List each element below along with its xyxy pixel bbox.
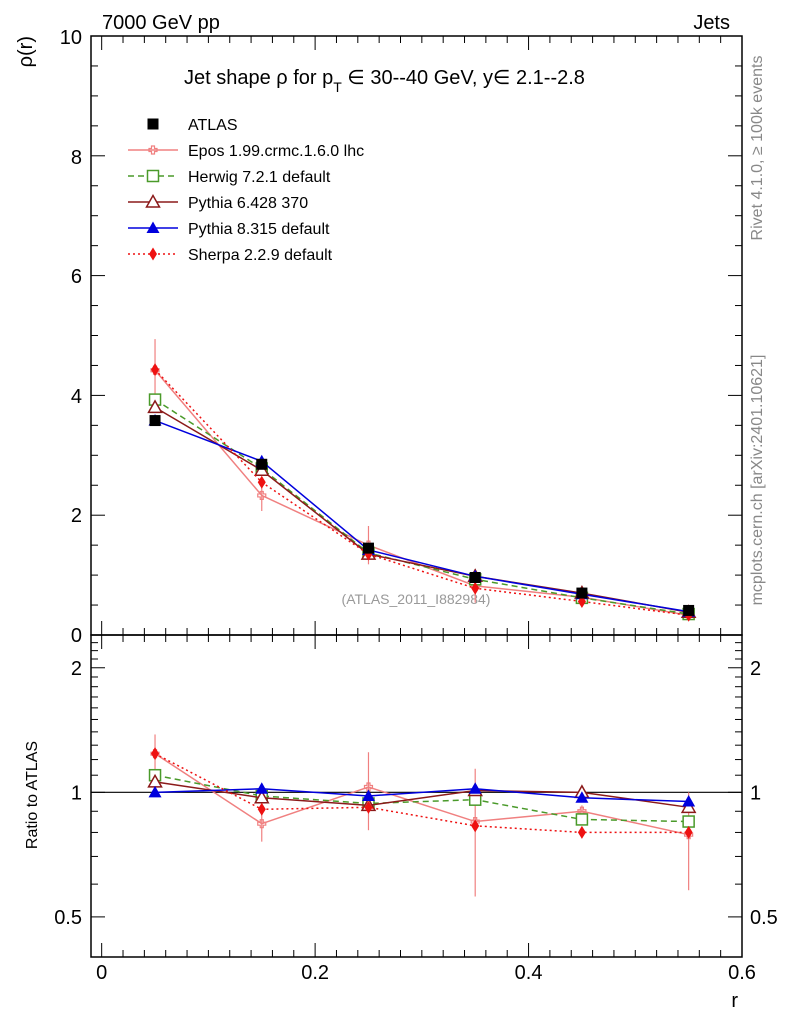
legend-marker-sherpa (149, 247, 157, 261)
epos-ratio-point (257, 819, 267, 829)
pythia6-series (147, 399, 697, 618)
chart-title: Jet shape ρ for pT ∈ 30--40 GeV, y∈ 2.1-… (184, 67, 585, 95)
legend-label-pythia6: Pythia 6.428 370 (188, 195, 308, 212)
pythia8-ratio-point (148, 785, 162, 798)
herwig-line (154, 398, 689, 615)
ratio-tick-label-1-right: 1 (750, 782, 761, 804)
sherpa-ratio-line (154, 753, 689, 834)
x-tick-label-0.4: 0.4 (515, 962, 543, 984)
y-tick-label-6: 6 (71, 266, 82, 288)
x-tick-label-0.6: 0.6 (728, 962, 756, 984)
epos-ratio-point (363, 782, 374, 792)
legend-label-atlas: ATLAS (188, 117, 238, 134)
legend: ATLAS Epos 1.99.crmc.1.6.0 lhc Herwig 7.… (128, 117, 364, 264)
pythia8-ratio-point (575, 791, 589, 803)
y-tick-label-8: 8 (71, 147, 82, 169)
sherpa-point (151, 363, 160, 377)
y-tick-label-0: 0 (71, 625, 82, 647)
y-tick-label-10: 10 (60, 27, 82, 49)
sherpa-ratio-point (471, 819, 480, 833)
rivet-version-label: Rivet 4.1.0, ≥ 100k events (749, 56, 766, 241)
main-panel-series (147, 339, 697, 622)
pythia8-line (154, 419, 689, 613)
pythia8-ratio-point (468, 782, 482, 794)
sherpa-point (257, 475, 266, 489)
ratio-ylabel: Ratio to ATLAS (24, 741, 41, 849)
ratio-panel-series (147, 734, 697, 897)
sherpa-ratio-point (577, 825, 586, 839)
legend-label-herwig: Herwig 7.2.1 default (188, 169, 331, 186)
y-tick-label-2: 2 (71, 505, 82, 527)
atlas-point (256, 458, 268, 470)
legend-markers (128, 118, 178, 261)
pythia6-ratio-point (680, 799, 697, 814)
ratio-tick-label-0.5-right: 0.5 (750, 907, 778, 929)
x-axis-ticks (101, 36, 743, 957)
sherpa-ratio-point (257, 802, 266, 816)
main-ylabel: ρ(r) (15, 36, 37, 67)
legend-marker-pythia6 (145, 193, 161, 208)
herwig-ratio-line (154, 774, 689, 823)
atlas-point (469, 571, 481, 583)
epos-point (257, 490, 267, 501)
energy-label: 7000 GeV pp (102, 12, 220, 34)
x-tick-label-0.2: 0.2 (301, 962, 329, 984)
pythia6-point (147, 399, 163, 414)
legend-marker-herwig (146, 169, 160, 183)
analysis-watermark: (ATLAS_2011_I882984) (342, 591, 491, 607)
pythia6-ratio-line (154, 781, 689, 809)
atlas-point (683, 604, 695, 616)
ratio-tick-label-0.5-left: 0.5 (54, 907, 82, 929)
pythia8-ratio-point (255, 782, 269, 794)
legend-marker-epos (148, 145, 158, 155)
atlas-point (362, 542, 374, 554)
sherpa-series (151, 363, 693, 622)
epos-ratio-point (577, 806, 587, 816)
x-axis-label: r (731, 990, 738, 1012)
sherpa-ratio-point (151, 747, 160, 761)
sherpa-ratio-point (364, 800, 373, 814)
epos-ratio-line (154, 753, 689, 836)
herwig-ratio-point (682, 815, 695, 828)
main-panel-ticks (91, 35, 742, 636)
pythia8-ratio-point (682, 795, 696, 807)
legend-label-epos: Epos 1.99.crmc.1.6.0 lhc (188, 143, 364, 160)
sherpa-ratio-point (684, 825, 693, 839)
ratio-tick-label-1-left: 1 (71, 782, 82, 804)
atlas-point (576, 587, 588, 599)
ratio-panel-frame (90, 634, 743, 958)
pythia8-ratio-line (155, 788, 689, 803)
atlas-point (149, 415, 161, 427)
atlas-series (149, 415, 695, 616)
sherpa-line (154, 369, 689, 616)
legend-marker-pythia8 (146, 221, 160, 233)
legend-label-sherpa: Sherpa 2.2.9 default (188, 247, 333, 264)
pythia8-ratio-point (361, 789, 375, 801)
herwig-ratio-point (575, 813, 589, 826)
mcplots-label: mcplots.cern.ch [arXiv:2401.10621] (749, 355, 766, 606)
pythia8-ratio-series (148, 782, 696, 807)
sherpa-ratio-series (151, 747, 693, 839)
herwig-series (148, 393, 695, 621)
pythia6-line (154, 406, 689, 613)
x-tick-labels: 0 0.2 0.4 0.6 (96, 962, 756, 984)
ratio-tick-label-2-right: 2 (750, 658, 761, 680)
main-y-tick-labels: 0 2 4 6 8 10 (60, 27, 82, 647)
ratio-y-tick-labels: 0.5 1 2 0.5 1 2 (54, 658, 778, 929)
pythia8-series (148, 414, 696, 617)
epos-line (154, 369, 689, 616)
epos-series (150, 339, 694, 621)
x-tick-label-0: 0 (96, 962, 107, 984)
legend-label-pythia8: Pythia 8.315 default (188, 221, 330, 238)
category-label: Jets (693, 12, 730, 34)
legend-marker-atlas (147, 118, 159, 130)
epos-ratio-series (150, 734, 694, 897)
y-tick-label-4: 4 (71, 386, 82, 408)
ratio-tick-label-2-left: 2 (71, 658, 82, 680)
sherpa-point (471, 581, 480, 595)
